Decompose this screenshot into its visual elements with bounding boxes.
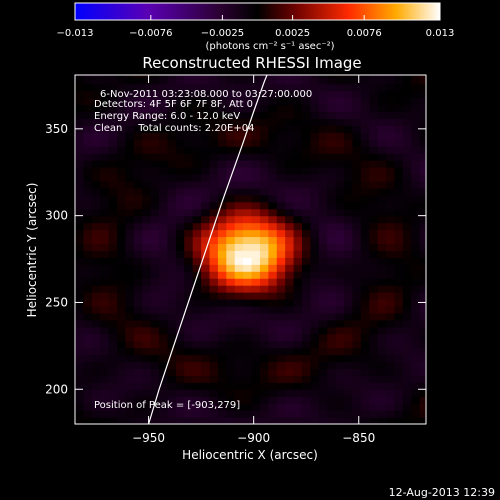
colorbar-tick-label: −0.013 <box>56 28 93 39</box>
annotation-detectors: Detectors: 4F 5F 6F 7F 8F, Att 0 <box>94 99 253 110</box>
colorbar-tick-label: −0.0025 <box>201 28 244 39</box>
y-axis-ticks: 200 250 300 350 <box>45 122 426 396</box>
y-tick-label: 300 <box>45 209 68 223</box>
annotation-clean-counts: Clean Total counts: 2.20E+04 <box>94 123 254 134</box>
y-axis-label: Heliocentric Y (arcsec) <box>25 183 39 318</box>
colorbar-unit-label: (photons cm⁻² s⁻¹ asec⁻²) <box>205 41 334 52</box>
x-axis-label: Heliocentric X (arcsec) <box>182 448 318 462</box>
plot-frame <box>74 74 427 425</box>
colorbar-tick-label: −0.0076 <box>129 28 172 39</box>
x-tick-label: −950 <box>132 431 165 445</box>
annotation-time-range: 6-Nov-2011 03:23:08.000 to 03:27:00.000 <box>100 89 312 100</box>
solar-limb-curve <box>148 75 268 424</box>
y-tick-label: 200 <box>45 382 68 396</box>
footer-timestamp: 12-Aug-2013 12:39 <box>389 486 495 499</box>
plot-area: −950 −900 −850 200 250 300 350 <box>45 74 427 445</box>
colorbar-tick-label: 0.013 <box>426 28 455 39</box>
info-annotations: 6-Nov-2011 03:23:08.000 to 03:27:00.000 … <box>94 89 312 411</box>
colorbar: −0.013 −0.0076 −0.0025 0.0025 0.0076 0.013 (p… <box>56 2 454 52</box>
colorbar-tick-label: 0.0076 <box>347 28 382 39</box>
colorbar-tick-label: 0.0025 <box>275 28 310 39</box>
y-tick-label: 250 <box>45 295 68 309</box>
colorbar-ticks: −0.013 −0.0076 −0.0025 0.0025 0.0076 0.013 <box>56 15 454 39</box>
heatmap-image <box>75 75 426 424</box>
x-tick-label: −900 <box>237 431 270 445</box>
annotation-energy-range: Energy Range: 6.0 - 12.0 keV <box>94 111 240 122</box>
colorbar-gradient <box>75 3 440 20</box>
colorbar-frame <box>74 2 441 21</box>
x-axis-ticks: −950 −900 −850 <box>132 75 375 445</box>
chart-title: Reconstructed RHESSI Image <box>142 54 361 72</box>
peak-position-label: Position of Peak = [-903,279] <box>94 400 240 411</box>
x-tick-label: −850 <box>342 431 375 445</box>
y-tick-label: 350 <box>45 122 68 136</box>
